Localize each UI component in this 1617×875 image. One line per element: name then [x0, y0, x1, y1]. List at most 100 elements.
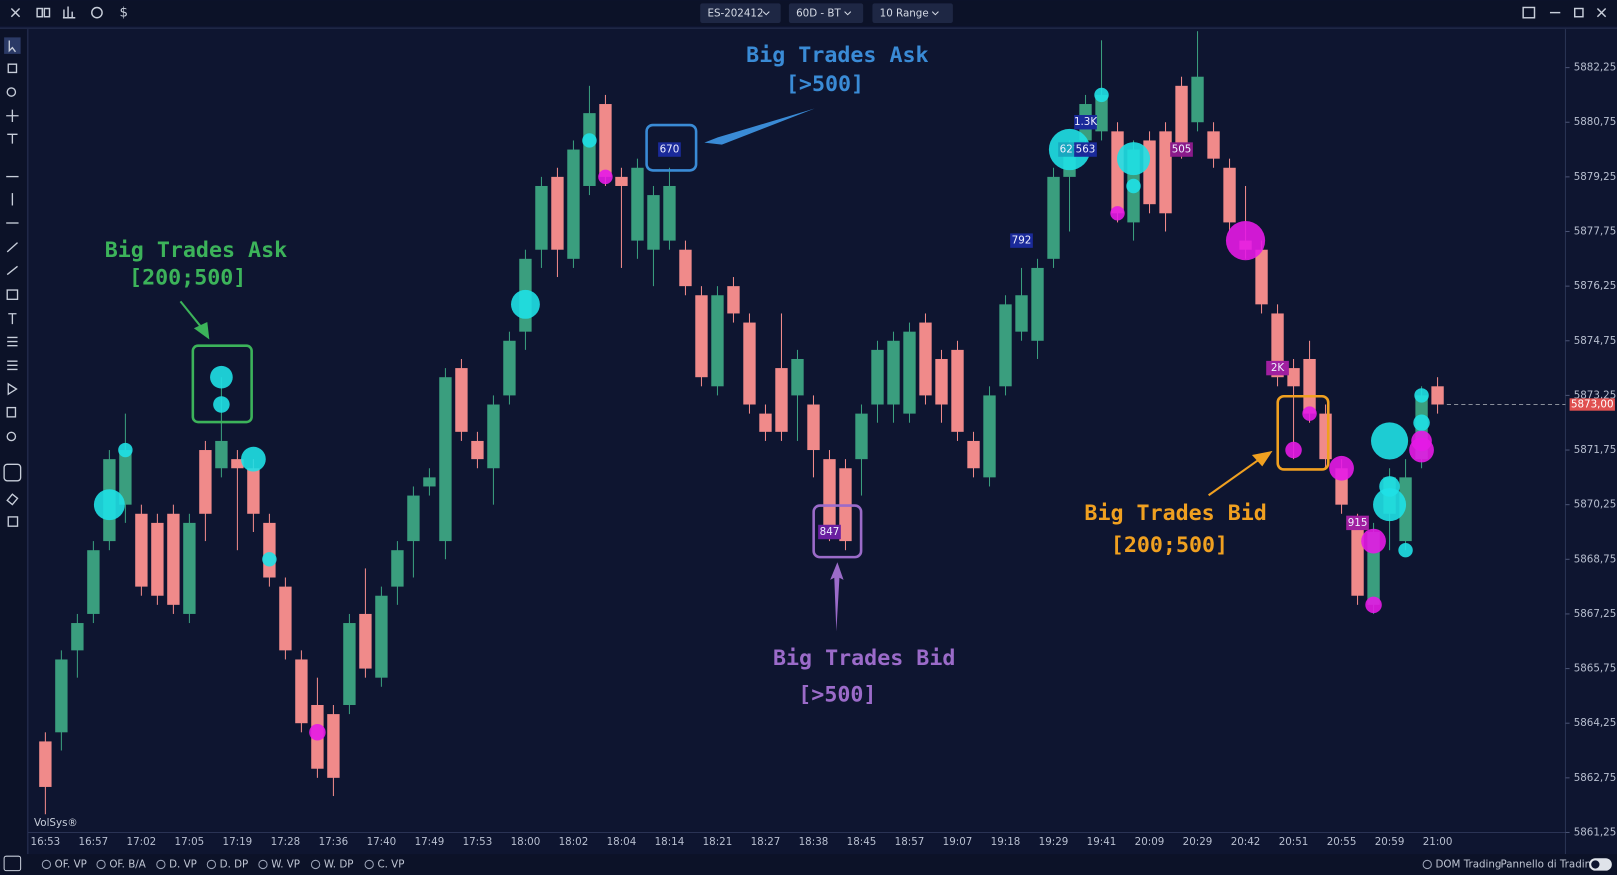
candle-body [727, 286, 740, 314]
arrow-head [193, 322, 210, 340]
symbol-dropdown[interactable] [700, 3, 781, 23]
x-tick-label: 20:59 [1375, 836, 1405, 848]
dropdowns: ES-202412 60D - BT 10 Range [700, 3, 953, 23]
tool-zoom[interactable] [6, 87, 17, 97]
tool-cursor[interactable] [3, 463, 22, 482]
radio[interactable] [96, 859, 106, 870]
x-tick-label: 18:04 [607, 836, 637, 848]
tool-pointer[interactable] [8, 40, 17, 53]
indicators-icon[interactable] [62, 6, 76, 19]
ask-bubble [1398, 542, 1413, 558]
radio[interactable] [206, 859, 217, 870]
tool-text[interactable] [8, 313, 17, 325]
ask-bubble [213, 396, 230, 413]
ask-bubble [93, 489, 125, 521]
option-label: C. VP [377, 858, 404, 870]
candle-body [1111, 131, 1124, 214]
layout-icon[interactable] [36, 7, 44, 18]
radio[interactable] [41, 859, 52, 870]
tool-template[interactable] [6, 406, 17, 418]
x-tick-label: 18:57 [895, 836, 925, 848]
ask-bubble [118, 442, 133, 458]
annotation-title: Big Trades Bid [773, 646, 955, 671]
candle-body [279, 586, 292, 651]
y-tick-label: 5871,75 [1574, 444, 1617, 456]
currency-button[interactable]: $ [119, 6, 128, 21]
candle-body [135, 513, 148, 587]
volume-label-bg [818, 524, 841, 540]
toggle-panel[interactable] [1522, 6, 1536, 19]
chevron [844, 11, 852, 16]
x-tick-label: 17:19 [223, 836, 253, 848]
tool-play[interactable] [7, 382, 18, 396]
volume-label-bg [658, 142, 681, 157]
ask-bubble [1370, 422, 1409, 460]
ask-bubble [1413, 414, 1430, 431]
tool-layers[interactable] [7, 516, 19, 527]
radio[interactable] [1422, 859, 1432, 870]
radio[interactable] [156, 859, 166, 870]
window-close[interactable] [1596, 7, 1607, 18]
tool-list[interactable] [7, 336, 18, 347]
tool-list2[interactable] [7, 360, 18, 371]
volume-label: 670 [660, 144, 680, 156]
x-tick-label: 17:36 [319, 836, 349, 848]
candle-body [1303, 358, 1316, 414]
bottom-icon[interactable] [3, 855, 22, 872]
settings-icon[interactable] [91, 6, 103, 19]
restore[interactable] [1573, 7, 1584, 18]
candle-body [215, 440, 228, 469]
template-dropdown[interactable] [788, 3, 864, 23]
candle-body [1223, 167, 1236, 223]
candle-body [151, 522, 164, 596]
candle-body [503, 340, 516, 396]
candle-body [1319, 413, 1332, 460]
volume-label: 792 [1012, 235, 1032, 247]
option-label: D. DP [220, 858, 249, 870]
layout-icon[interactable] [43, 7, 51, 18]
tool-trend[interactable] [6, 242, 18, 253]
ask-bubble [1117, 142, 1151, 176]
tool-rect[interactable] [6, 289, 19, 300]
chevron [931, 11, 939, 16]
x-tick-label: 17:53 [463, 836, 493, 848]
candle-body [1031, 267, 1044, 341]
x-tick-label: 16:57 [79, 836, 109, 848]
ask-bubble [582, 133, 597, 148]
candle-body [1047, 176, 1060, 259]
radio[interactable] [258, 859, 268, 870]
tool-eraser[interactable] [6, 493, 19, 506]
radio[interactable] [364, 859, 374, 870]
candle-body [1159, 131, 1172, 214]
candle-body [487, 404, 500, 469]
tool-magnet[interactable] [7, 133, 18, 144]
candle-body [775, 368, 788, 432]
arrow [179, 300, 203, 329]
x-tick-label: 18:27 [751, 836, 781, 848]
candle-body [583, 113, 596, 186]
tool-hand[interactable] [7, 63, 18, 74]
radio[interactable] [310, 859, 321, 870]
annotation-title: Big Trades Ask [105, 238, 287, 263]
candle-body [295, 659, 308, 724]
bid-bubble [1285, 441, 1302, 459]
candle-body [423, 477, 436, 487]
arrow-head [1251, 450, 1273, 467]
annotation-range: [>500] [786, 72, 864, 97]
bid-box [1276, 394, 1330, 471]
y-tick-label: 5865,75 [1574, 663, 1617, 675]
option-label: W. DP [324, 858, 354, 870]
x-tick-label: 18:45 [847, 836, 877, 848]
volume-label-bg [1074, 142, 1097, 157]
candle-body [807, 404, 820, 451]
tool-active[interactable] [4, 37, 21, 54]
volume-label-bg [1346, 515, 1369, 531]
bartype-dropdown[interactable] [872, 3, 953, 23]
tool-fib[interactable] [6, 265, 18, 276]
x-tick-label: 20:29 [1183, 836, 1213, 848]
tool-alert[interactable] [6, 431, 17, 442]
tool-cross[interactable] [6, 109, 19, 122]
close-icon[interactable] [10, 7, 21, 18]
bid-bubble [1225, 221, 1266, 261]
y-tick-label: 5882,25 [1574, 62, 1617, 74]
